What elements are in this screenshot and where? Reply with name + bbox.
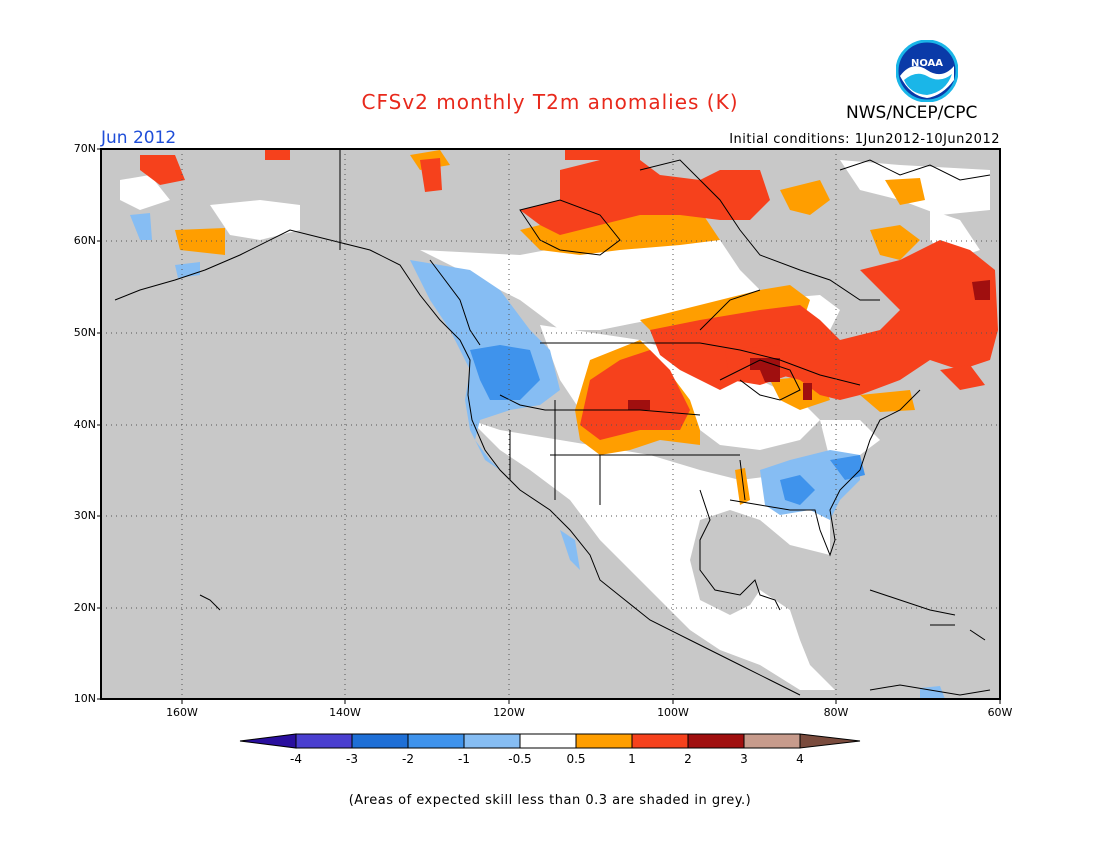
colorbar-tick: 1 xyxy=(628,752,636,766)
colorbar-tick: -4 xyxy=(290,752,302,766)
colorbar-arrow-right xyxy=(799,733,861,749)
axis-ticks xyxy=(97,148,1001,704)
coastlines xyxy=(114,149,991,696)
lon-label: 80W xyxy=(823,706,849,719)
colorbar-tick: 2 xyxy=(684,752,692,766)
map-canvas xyxy=(101,149,1000,699)
lat-label: 40N xyxy=(73,418,96,431)
cold-anomaly-regions xyxy=(130,213,945,699)
colorbar-tick: -0.5 xyxy=(508,752,532,766)
colorbar-swatch xyxy=(575,733,633,749)
colorbar xyxy=(239,733,861,749)
colorbar-swatch xyxy=(631,733,689,749)
colorbar-arrow-left xyxy=(239,733,297,749)
initial-conditions: Initial conditions: 1Jun2012-10Jun2012 xyxy=(729,132,1000,147)
colorbar-swatch xyxy=(743,733,801,749)
colorbar-swatch xyxy=(519,733,577,749)
colorbar-swatch xyxy=(407,733,465,749)
lon-label: 60W xyxy=(987,706,1013,719)
lat-label: 20N xyxy=(73,601,96,614)
colorbar-tick: 4 xyxy=(796,752,804,766)
colorbar-swatch xyxy=(687,733,745,749)
colorbar-swatch xyxy=(351,733,409,749)
noaa-logo-icon: NOAA xyxy=(896,40,958,102)
lat-label: 30N xyxy=(73,509,96,522)
lon-label: 100W xyxy=(657,706,689,719)
colorbar-tick: 0.5 xyxy=(566,752,586,766)
noaa-logo-text: NOAA xyxy=(911,58,943,69)
warm-anomaly-regions-extreme xyxy=(628,280,990,410)
agency-label: NWS/NCEP/CPC xyxy=(846,103,978,123)
footnote: (Areas of expected skill less than 0.3 a… xyxy=(348,793,752,808)
lat-label: 10N xyxy=(73,692,96,705)
colorbar-tick: 3 xyxy=(740,752,748,766)
lon-label: 160W xyxy=(166,706,198,719)
lat-label: 70N xyxy=(73,142,96,155)
lat-label: 60N xyxy=(73,234,96,247)
colorbar-tick: -3 xyxy=(346,752,358,766)
lon-label: 120W xyxy=(493,706,525,719)
colorbar-swatch xyxy=(463,733,521,749)
warm-anomaly-regions-strong xyxy=(140,150,998,440)
chart-title: CFSv2 monthly T2m anomalies (K) xyxy=(361,90,739,114)
month-label: Jun 2012 xyxy=(101,128,177,148)
map-frame xyxy=(100,148,1001,700)
colorbar-tick: -1 xyxy=(458,752,470,766)
lat-label: 50N xyxy=(73,326,96,339)
colorbar-tick: -2 xyxy=(402,752,414,766)
colorbar-swatch xyxy=(295,733,353,749)
gridlines xyxy=(101,149,1000,699)
lon-label: 140W xyxy=(329,706,361,719)
